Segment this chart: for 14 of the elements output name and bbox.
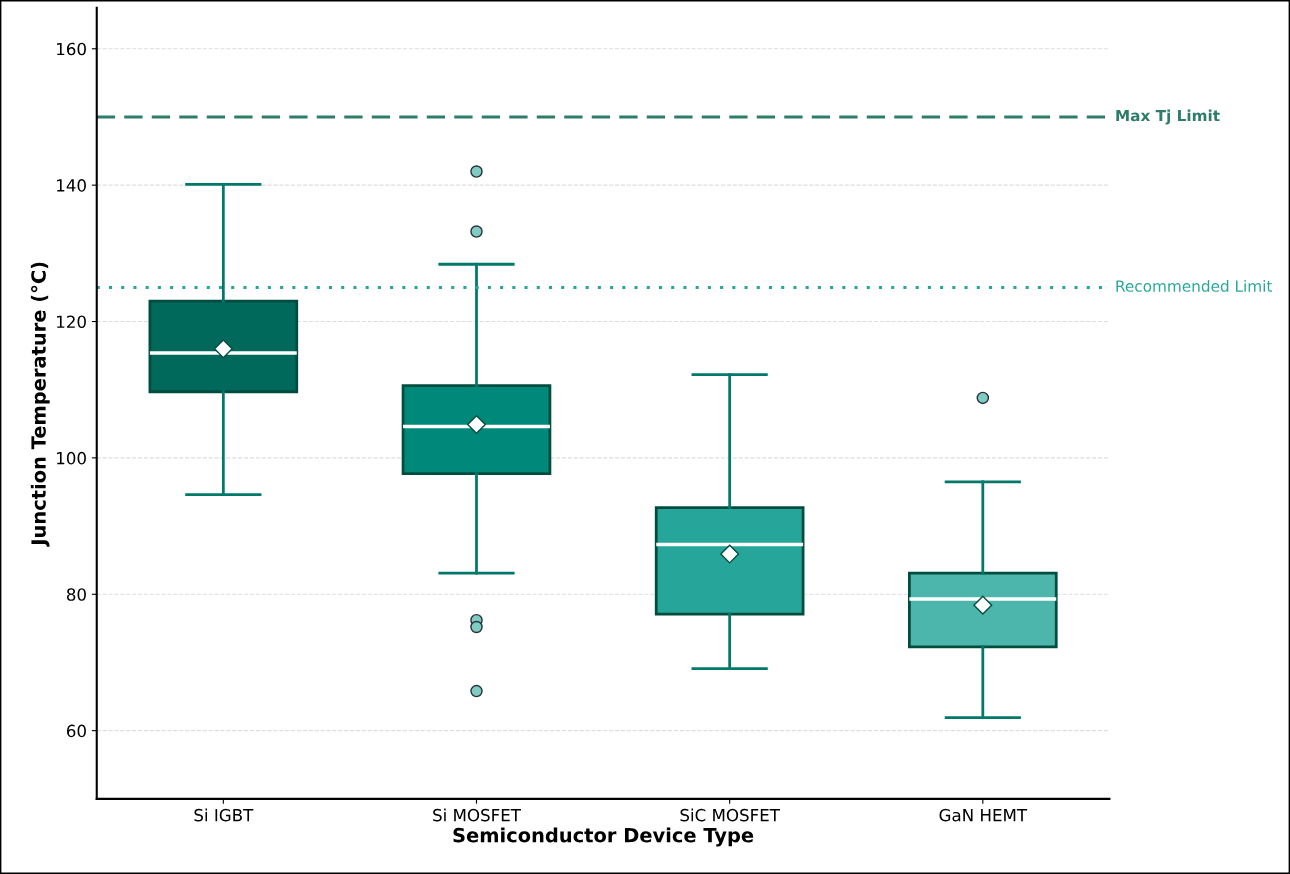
y-tick-label: 120	[57, 315, 86, 329]
y-tick-label: 60	[66, 724, 86, 738]
x-tick-label: GaN HEMT	[939, 808, 1028, 822]
x-tick-label: SiC MOSFET	[680, 808, 780, 822]
y-tick-label: 100	[57, 451, 86, 465]
ref-line-label: Recommended Limit	[1116, 280, 1273, 292]
y-tick-label: 160	[57, 42, 86, 56]
x-axis-title: Semiconductor Device Type	[453, 827, 754, 847]
x-tick-label: Si MOSFET	[433, 808, 521, 822]
y-tick-label: 140	[57, 179, 86, 192]
x-tick-label: Si IGBT	[194, 808, 254, 822]
y-tick-label: 80	[66, 588, 86, 601]
y-axis-title: Junction Temperature (°C)	[30, 262, 50, 547]
ref-line-label: Max Tj Limit	[1116, 109, 1220, 125]
